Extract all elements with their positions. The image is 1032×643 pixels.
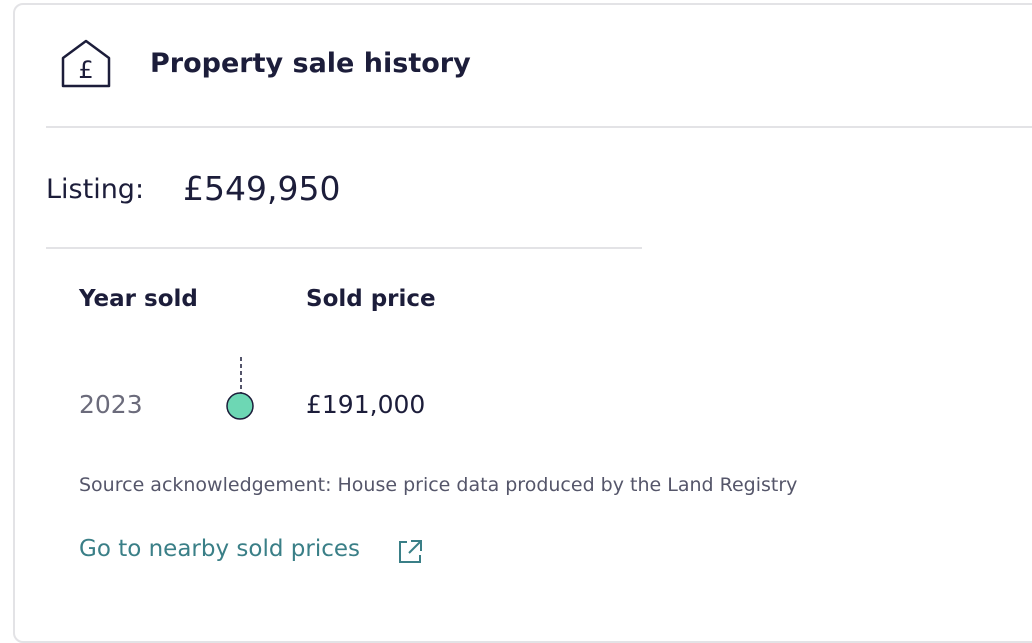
house-pound-icon: £	[61, 39, 111, 88]
nearby-prices-link[interactable]: Go to nearby sold prices	[79, 536, 360, 562]
title: Property sale history	[150, 48, 471, 79]
divider	[46, 247, 642, 249]
timeline-marker	[226, 357, 254, 420]
external-link-icon[interactable]	[396, 538, 424, 566]
sold-price: £191,000	[306, 390, 426, 419]
source-note: Source acknowledgement: House price data…	[79, 474, 798, 496]
column-header: Sold price	[306, 286, 436, 312]
column-header: Year sold	[79, 286, 198, 312]
svg-text:£: £	[78, 56, 93, 84]
listing-price: £549,950	[183, 169, 341, 208]
divider	[46, 126, 1032, 128]
page: £ Property sale history Listing: £549,95…	[13, 3, 1032, 643]
listing-label: Listing:	[46, 174, 145, 205]
year-sold: 2023	[79, 390, 143, 419]
